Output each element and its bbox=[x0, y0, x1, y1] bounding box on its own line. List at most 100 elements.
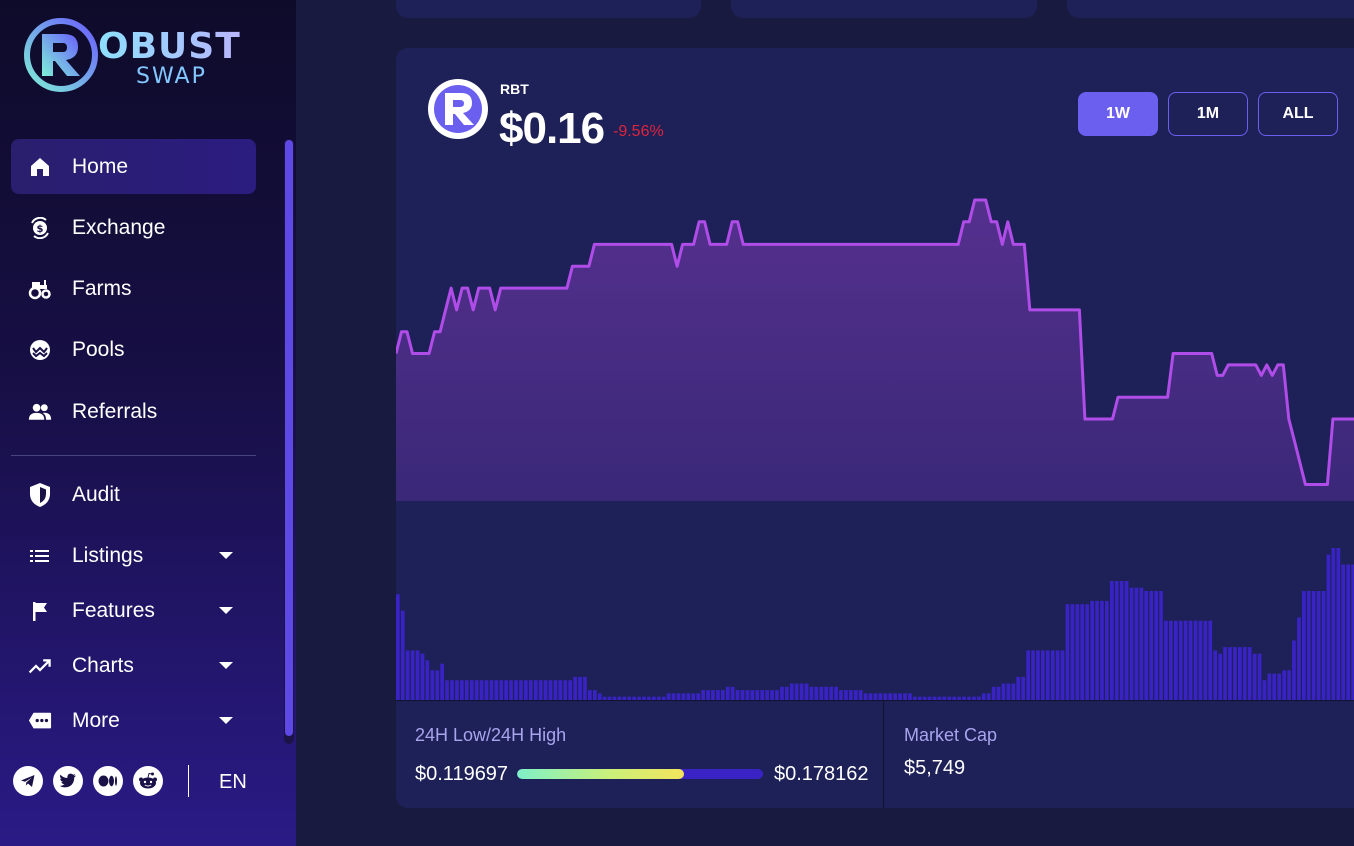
volume-bar bbox=[913, 696, 917, 700]
volume-bar bbox=[1341, 564, 1346, 700]
volume-bar bbox=[637, 696, 641, 700]
volume-bar bbox=[1311, 591, 1316, 700]
volume-bar bbox=[883, 693, 888, 700]
volume-bar bbox=[1139, 587, 1144, 700]
reddit-link[interactable] bbox=[133, 766, 163, 796]
volume-bar bbox=[1080, 604, 1085, 700]
volume-bar bbox=[1302, 591, 1306, 700]
sidebar-item-pools[interactable]: Pools bbox=[11, 322, 256, 377]
twitter-link[interactable] bbox=[53, 766, 83, 796]
volume-bar bbox=[578, 676, 582, 700]
pools-icon bbox=[28, 338, 52, 362]
volume-bar bbox=[1262, 680, 1267, 700]
shield-icon bbox=[28, 482, 52, 507]
volume-bar bbox=[755, 690, 760, 700]
range-1w-button[interactable]: 1W bbox=[1078, 92, 1158, 136]
chevron-down-icon bbox=[219, 662, 233, 669]
volume-bar bbox=[410, 650, 415, 700]
volume-bar bbox=[991, 686, 996, 700]
sidebar-item-listings[interactable]: Listings bbox=[11, 528, 256, 583]
stat-card-top-1 bbox=[396, 0, 701, 18]
range-1m-button[interactable]: 1M bbox=[1168, 92, 1248, 136]
sidebar-item-referrals[interactable]: Referrals bbox=[11, 384, 256, 439]
volume-bar bbox=[1045, 650, 1050, 700]
telegram-link[interactable] bbox=[13, 766, 43, 796]
high-value: $0.178162 bbox=[774, 763, 869, 785]
volume-bar bbox=[405, 650, 410, 700]
volume-bar bbox=[1238, 647, 1242, 700]
language-selector[interactable]: EN bbox=[219, 771, 247, 793]
exchange-icon: $ bbox=[28, 216, 52, 240]
tractor-icon bbox=[28, 277, 52, 301]
volume-bar bbox=[1193, 620, 1198, 700]
sidebar-item-home[interactable]: Home bbox=[11, 139, 256, 194]
volume-bar bbox=[1242, 647, 1247, 700]
volume-bar bbox=[1114, 581, 1119, 700]
sidebar-item-exchange[interactable]: $ Exchange bbox=[11, 200, 256, 255]
volume-bar bbox=[455, 680, 459, 700]
sidebar-item-charts[interactable]: Charts bbox=[11, 638, 256, 693]
sidebar-item-farms[interactable]: Farms bbox=[11, 261, 256, 316]
volume-bar bbox=[1203, 620, 1208, 700]
stat-card-top-3 bbox=[1067, 0, 1354, 18]
telegram-icon bbox=[21, 775, 35, 787]
low-high-range-fill bbox=[517, 769, 685, 779]
volume-bar bbox=[1070, 604, 1075, 700]
volume-bar bbox=[632, 696, 636, 700]
volume-bar bbox=[750, 690, 755, 700]
volume-bar bbox=[716, 690, 720, 700]
sidebar-item-label: Home bbox=[72, 154, 129, 178]
sidebar-scrollbar-thumb[interactable] bbox=[285, 140, 293, 736]
volume-bar bbox=[519, 680, 523, 700]
sidebar-item-more[interactable]: More bbox=[11, 693, 256, 748]
volume-bar bbox=[927, 696, 932, 700]
price-chart-card: RBT $0.16 -9.56% 1W 1M ALL 24H Low/24H H… bbox=[396, 48, 1354, 808]
sidebar-item-label: Exchange bbox=[72, 215, 166, 239]
sidebar-item-audit[interactable]: Audit bbox=[11, 467, 256, 522]
volume-bar bbox=[1169, 620, 1173, 700]
volume-bar bbox=[1036, 650, 1040, 700]
volume-bar bbox=[932, 696, 937, 700]
volume-bar bbox=[1213, 650, 1218, 700]
volume-bar bbox=[597, 693, 602, 700]
volume-bar bbox=[524, 680, 528, 700]
volume-bar bbox=[721, 690, 725, 700]
volume-bar bbox=[942, 696, 947, 700]
volume-bar bbox=[1001, 683, 1006, 700]
volume-bar bbox=[612, 696, 617, 700]
volume-bar bbox=[602, 696, 607, 700]
medium-link[interactable] bbox=[93, 766, 123, 796]
volume-bar bbox=[671, 693, 676, 700]
volume-bar bbox=[1110, 581, 1114, 700]
flag-icon bbox=[28, 599, 52, 623]
volume-bar bbox=[1006, 683, 1011, 700]
volume-bar bbox=[785, 686, 789, 700]
token-price-change: -9.56% bbox=[613, 123, 664, 140]
volume-bar bbox=[977, 696, 981, 700]
volume-bar bbox=[819, 686, 824, 700]
volume-bar bbox=[563, 680, 568, 700]
volume-bar bbox=[514, 680, 518, 700]
volume-bar bbox=[878, 693, 883, 700]
volume-bar bbox=[1149, 591, 1154, 700]
token-stats: 24H Low/24H High $0.119697 $0.178162 Mar… bbox=[396, 700, 1354, 808]
range-all-button[interactable]: ALL bbox=[1258, 92, 1338, 136]
volume-bar bbox=[593, 690, 597, 700]
volume-bar bbox=[1060, 650, 1065, 700]
volume-bar bbox=[893, 693, 897, 700]
volume-bar bbox=[1144, 591, 1149, 700]
sidebar-item-label: Referrals bbox=[72, 399, 158, 423]
sidebar-item-features[interactable]: Features bbox=[11, 583, 256, 638]
volume-bar bbox=[553, 680, 558, 700]
volume-bar bbox=[1050, 650, 1055, 700]
volume-bar bbox=[479, 680, 484, 700]
low-high-label: 24H Low/24H High bbox=[415, 725, 567, 745]
volume-bar bbox=[1095, 600, 1099, 700]
volume-bar bbox=[1085, 604, 1089, 700]
volume-bar bbox=[464, 680, 469, 700]
brand-logo[interactable]: OBUST SWAP bbox=[24, 18, 264, 92]
volume-bar bbox=[425, 660, 430, 700]
volume-bar bbox=[799, 683, 804, 700]
volume-bar bbox=[735, 690, 740, 700]
volume-bar bbox=[509, 680, 513, 700]
